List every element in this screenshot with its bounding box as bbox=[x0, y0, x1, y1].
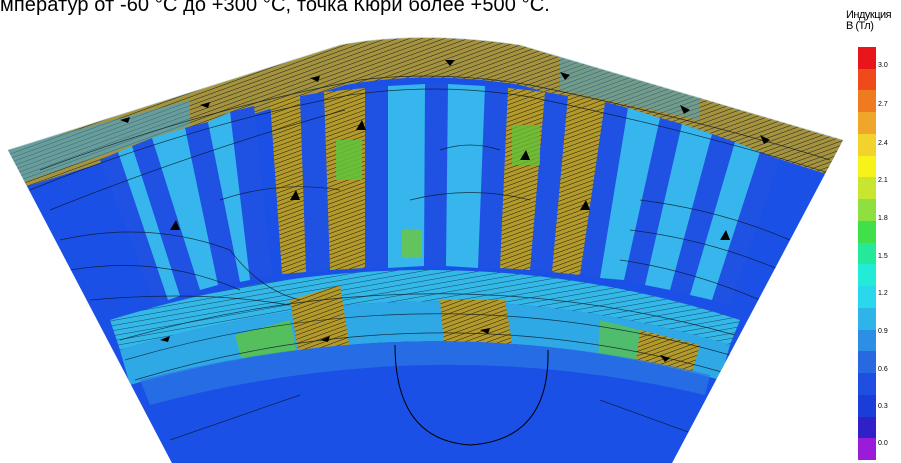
tick-label: 1.5 bbox=[878, 253, 888, 260]
legend-title: Индукция B (Тл) bbox=[846, 9, 892, 32]
stator-teeth bbox=[118, 84, 760, 300]
color-band bbox=[858, 329, 876, 352]
tick-label: 3.0 bbox=[878, 62, 888, 69]
tooth bbox=[645, 124, 712, 290]
color-band bbox=[858, 90, 876, 113]
color-band bbox=[858, 199, 876, 222]
field-arrows bbox=[120, 60, 770, 362]
tick-label: 0.9 bbox=[878, 328, 888, 335]
tick-label: 0.6 bbox=[878, 366, 888, 373]
slot bbox=[132, 138, 200, 296]
tick-label: 1.8 bbox=[878, 215, 888, 222]
caption-text: мператур от -60 °С до +300 °С, точка Кюр… bbox=[0, 0, 550, 16]
arrow bbox=[520, 150, 530, 160]
arrow bbox=[720, 230, 730, 240]
sector-outline bbox=[7, 37, 844, 151]
color-band bbox=[858, 133, 876, 157]
color-band bbox=[858, 351, 876, 374]
color-band bbox=[858, 242, 876, 265]
color-band bbox=[858, 286, 876, 309]
color-band bbox=[858, 264, 876, 287]
tick-label: 2.4 bbox=[878, 140, 888, 147]
legend-title-line2: B (Тл) bbox=[846, 20, 874, 32]
arrow bbox=[320, 336, 330, 342]
arrow bbox=[760, 135, 770, 144]
arrow bbox=[160, 336, 170, 342]
tick-label: 0.0 bbox=[878, 440, 888, 447]
tick-label: 2.7 bbox=[878, 101, 888, 108]
arrow bbox=[356, 120, 366, 130]
flux-lines bbox=[29, 75, 836, 441]
arrow bbox=[560, 72, 570, 80]
color-band bbox=[858, 438, 876, 461]
slot bbox=[185, 122, 240, 285]
slot bbox=[670, 134, 735, 295]
color-band bbox=[858, 68, 876, 91]
tooth bbox=[152, 128, 218, 290]
yoke-light-zone-right bbox=[560, 55, 700, 120]
color-band bbox=[858, 155, 876, 178]
tooth bbox=[690, 142, 760, 300]
tooth bbox=[446, 84, 485, 268]
slot bbox=[365, 86, 388, 268]
shaft-contour bbox=[394, 344, 549, 446]
tooth bbox=[600, 108, 660, 280]
color-band bbox=[858, 307, 876, 331]
color-band bbox=[858, 47, 876, 70]
arrow bbox=[120, 117, 130, 123]
slot bbox=[478, 86, 508, 268]
color-band bbox=[858, 394, 876, 418]
arrow bbox=[480, 328, 490, 334]
rotor-flux-zone bbox=[290, 285, 350, 365]
slot bbox=[712, 152, 780, 305]
tooth-green-zone bbox=[402, 230, 422, 258]
tooth bbox=[118, 146, 180, 300]
rotor-core-lowfield bbox=[140, 341, 710, 405]
stator-slots bbox=[100, 84, 780, 305]
legend-title-line1: Индукция bbox=[846, 9, 892, 21]
slot bbox=[580, 102, 628, 278]
arrow bbox=[310, 76, 320, 82]
slot bbox=[230, 106, 272, 280]
color-band bbox=[858, 416, 876, 439]
tick-label: 1.2 bbox=[878, 290, 888, 297]
tooth-saturated bbox=[552, 96, 605, 275]
slot bbox=[100, 152, 175, 305]
arrow bbox=[200, 102, 210, 108]
slot bbox=[530, 92, 568, 272]
color-band bbox=[858, 112, 876, 135]
color-band bbox=[858, 220, 876, 244]
tooth-green-zone bbox=[336, 140, 362, 180]
tooth-saturated bbox=[270, 96, 306, 274]
color-band bbox=[858, 177, 876, 200]
flux-density-plot bbox=[7, 37, 844, 463]
color-band bbox=[858, 373, 876, 396]
tick-label: 0.3 bbox=[878, 403, 888, 410]
arrow bbox=[680, 105, 690, 114]
slot bbox=[300, 92, 330, 272]
tooth bbox=[388, 84, 425, 268]
arrow bbox=[170, 220, 180, 230]
arrow bbox=[445, 60, 455, 66]
rotor-ring bbox=[120, 301, 730, 385]
color-scale-bar bbox=[858, 47, 876, 461]
slot bbox=[424, 84, 448, 266]
arrow bbox=[290, 190, 300, 200]
air-gap-ring bbox=[110, 270, 740, 350]
arrow bbox=[580, 200, 590, 210]
tick-label: 2.1 bbox=[878, 177, 888, 184]
arrow bbox=[660, 355, 670, 362]
